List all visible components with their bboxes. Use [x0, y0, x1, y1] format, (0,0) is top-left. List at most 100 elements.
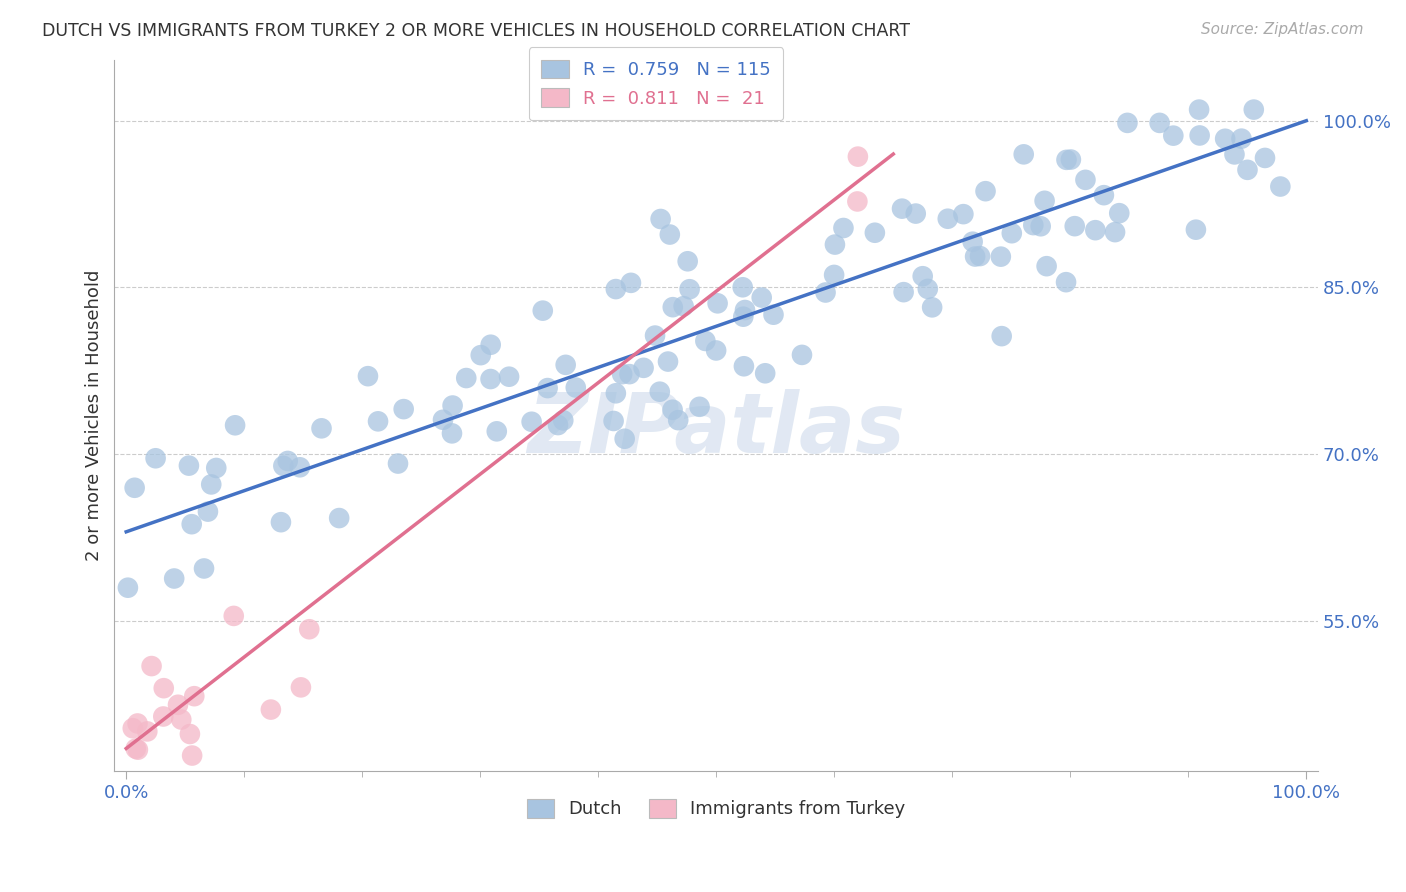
Point: [1230, 131, 1253, 145]
Point: [432, 413, 454, 427]
Point: [554, 358, 576, 372]
Point: [387, 457, 409, 471]
Point: [891, 202, 914, 216]
Point: [969, 249, 991, 263]
Point: [145, 451, 167, 466]
Point: [602, 414, 624, 428]
Point: [904, 206, 927, 220]
Point: [485, 425, 508, 439]
Point: [650, 212, 672, 227]
Point: [648, 384, 671, 399]
Point: [911, 269, 934, 284]
Point: [974, 184, 997, 198]
Point: [531, 303, 554, 318]
Point: [962, 235, 984, 249]
Point: [118, 780, 141, 795]
Point: [1001, 226, 1024, 240]
Point: [863, 226, 886, 240]
Point: [547, 418, 569, 433]
Point: [751, 291, 773, 305]
Point: [824, 237, 846, 252]
Point: [193, 561, 215, 575]
Point: [893, 285, 915, 300]
Point: [990, 250, 1012, 264]
Point: [1270, 179, 1292, 194]
Point: [479, 372, 502, 386]
Point: [965, 250, 987, 264]
Point: [936, 211, 959, 226]
Point: [731, 280, 754, 294]
Point: [277, 454, 299, 468]
Point: [657, 354, 679, 368]
Point: [661, 402, 683, 417]
Point: [270, 515, 292, 529]
Point: [704, 343, 727, 358]
Point: [498, 369, 520, 384]
Point: [180, 517, 202, 532]
Point: [1012, 147, 1035, 161]
Point: [734, 303, 756, 318]
Point: [619, 367, 641, 381]
Point: [706, 296, 728, 310]
Point: [141, 659, 163, 673]
Point: [1163, 128, 1185, 143]
Point: [1243, 103, 1265, 117]
Point: [181, 748, 204, 763]
Point: [197, 505, 219, 519]
Point: [846, 194, 869, 209]
Point: [520, 415, 543, 429]
Point: [117, 581, 139, 595]
Point: [1022, 218, 1045, 232]
Point: [218, 780, 240, 795]
Point: [553, 413, 575, 427]
Point: [470, 348, 492, 362]
Point: [273, 458, 295, 473]
Point: [357, 369, 380, 384]
Point: [754, 366, 776, 380]
Point: [290, 681, 312, 695]
Point: [633, 360, 655, 375]
Point: [440, 426, 463, 441]
Point: [1060, 153, 1083, 167]
Legend: Dutch, Immigrants from Turkey: Dutch, Immigrants from Turkey: [520, 792, 912, 826]
Point: [121, 721, 143, 735]
Point: [392, 402, 415, 417]
Point: [127, 742, 149, 756]
Point: [762, 308, 785, 322]
Point: [136, 724, 159, 739]
Point: [658, 227, 681, 242]
Point: [1236, 162, 1258, 177]
Point: [1188, 128, 1211, 143]
Point: [1054, 275, 1077, 289]
Text: ZIPatlas: ZIPatlas: [527, 389, 905, 470]
Point: [163, 572, 186, 586]
Point: [733, 359, 755, 374]
Point: [846, 150, 869, 164]
Point: [565, 380, 588, 394]
Point: [605, 282, 627, 296]
Point: [832, 221, 855, 235]
Point: [124, 481, 146, 495]
Point: [1254, 151, 1277, 165]
Point: [678, 282, 700, 296]
Point: [676, 254, 699, 268]
Point: [921, 301, 943, 315]
Point: [167, 698, 190, 712]
Point: [1074, 173, 1097, 187]
Point: [620, 276, 643, 290]
Point: [1188, 103, 1211, 117]
Point: [224, 418, 246, 433]
Y-axis label: 2 or more Vehicles in Household: 2 or more Vehicles in Household: [86, 269, 103, 561]
Point: [612, 367, 634, 381]
Point: [1033, 194, 1056, 208]
Point: [613, 432, 636, 446]
Point: [1084, 223, 1107, 237]
Point: [689, 400, 711, 414]
Point: [1063, 219, 1085, 234]
Point: [170, 713, 193, 727]
Text: DUTCH VS IMMIGRANTS FROM TURKEY 2 OR MORE VEHICLES IN HOUSEHOLD CORRELATION CHAR: DUTCH VS IMMIGRANTS FROM TURKEY 2 OR MOR…: [42, 22, 910, 40]
Point: [1149, 116, 1171, 130]
Point: [1092, 188, 1115, 202]
Point: [127, 716, 149, 731]
Point: [1223, 147, 1246, 161]
